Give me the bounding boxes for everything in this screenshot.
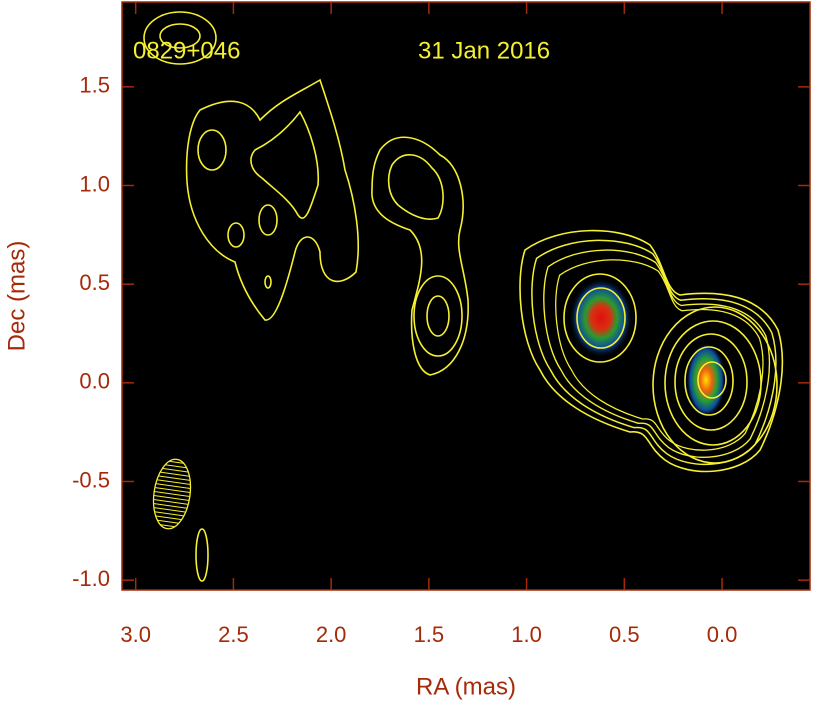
x-axis-label: RA (mas) [416, 673, 516, 700]
contour [413, 275, 463, 357]
y-axis-label: Dec (mas) [3, 241, 30, 352]
y-tick-label: 0.5 [79, 270, 110, 295]
contour [652, 306, 778, 464]
contour [563, 273, 637, 363]
contour [371, 136, 469, 376]
x-tick-label: 1.5 [414, 622, 445, 647]
x-tick-label: 2.5 [218, 622, 249, 647]
y-tick-label: -0.5 [72, 467, 110, 492]
x-tick-label: 0.5 [609, 622, 640, 647]
contour [664, 320, 762, 446]
x-tick-label: 3.0 [120, 622, 151, 647]
y-tick-label: 1.0 [79, 171, 110, 196]
contour [143, 11, 217, 65]
y-tick-label: -1.0 [72, 566, 110, 591]
contour [185, 78, 360, 321]
contour [387, 154, 444, 220]
nested-contours [519, 229, 784, 473]
plot-area [122, 2, 810, 590]
contour [159, 23, 201, 49]
contour [519, 229, 784, 473]
contour [195, 528, 209, 582]
contour [684, 346, 734, 416]
x-tick-label: 2.0 [316, 622, 347, 647]
x-tick-label: 0.0 [707, 622, 738, 647]
x-tick-label: 1.0 [511, 622, 542, 647]
source-label: 0829+046 [133, 37, 240, 64]
beam [152, 458, 192, 530]
contour [197, 129, 227, 171]
plot-frame [121, 1, 811, 591]
contour [674, 333, 748, 431]
date-label: 31 Jan 2016 [418, 37, 550, 64]
y-tick-label: 0.0 [79, 369, 110, 394]
contour-map: 0829+046 31 Jan 2016 [133, 11, 784, 582]
y-tick-label: 1.5 [79, 73, 110, 98]
component-image [569, 278, 633, 358]
core-image [686, 342, 726, 418]
contour [576, 287, 626, 349]
contour [250, 110, 320, 219]
contour [258, 204, 278, 236]
contour [697, 361, 727, 399]
contour [426, 295, 450, 337]
contour [227, 222, 245, 248]
contour [264, 275, 272, 289]
